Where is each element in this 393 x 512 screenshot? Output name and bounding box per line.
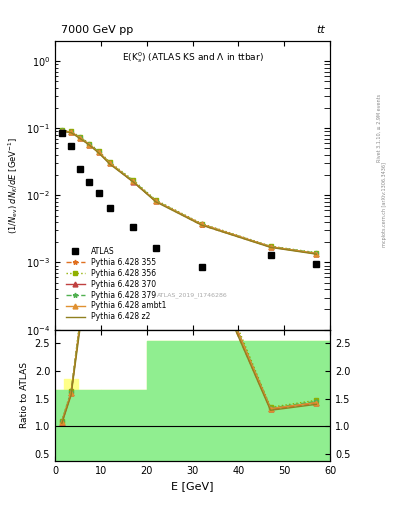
Y-axis label: Ratio to ATLAS: Ratio to ATLAS [20, 362, 29, 428]
Pythia 6.428 ambt1 [130, 178, 135, 184]
Line: Pythia 6.428 355: Pythia 6.428 355 [59, 129, 319, 256]
Pythia 6.428 ambt1 [154, 198, 158, 204]
Pythia 6.428 z2 [60, 129, 64, 135]
Pythia 6.428 370 [96, 149, 101, 155]
Pythia 6.428 z2 [87, 142, 92, 148]
Pythia 6.428 ambt1 [87, 142, 92, 148]
Pythia 6.428 356 [87, 141, 92, 147]
Pythia 6.428 ambt1 [78, 135, 83, 141]
Pythia 6.428 379 [154, 198, 158, 204]
ATLAS [154, 245, 158, 251]
Pythia 6.428 355 [69, 129, 73, 135]
Pythia 6.428 356 [154, 197, 158, 203]
Pythia 6.428 370 [154, 198, 158, 204]
Pythia 6.428 z2 [154, 199, 158, 205]
Line: Pythia 6.428 356: Pythia 6.428 356 [59, 127, 319, 255]
Pythia 6.428 370 [108, 160, 112, 166]
Pythia 6.428 370 [130, 179, 135, 185]
Pythia 6.428 379 [268, 243, 273, 249]
ATLAS [314, 261, 319, 267]
Pythia 6.428 355 [60, 127, 64, 134]
Pythia 6.428 355 [268, 244, 273, 250]
Pythia 6.428 z2 [96, 150, 101, 156]
ATLAS [69, 143, 73, 149]
Pythia 6.428 355 [108, 160, 112, 166]
Pythia 6.428 379 [108, 160, 112, 166]
Pythia 6.428 356 [78, 134, 83, 140]
Pythia 6.428 379 [87, 141, 92, 147]
Text: Rivet 3.1.10, ≥ 2.9M events: Rivet 3.1.10, ≥ 2.9M events [377, 94, 382, 162]
Pythia 6.428 370 [314, 250, 319, 257]
Pythia 6.428 z2 [108, 161, 112, 167]
Pythia 6.428 379 [69, 129, 73, 135]
Pythia 6.428 355 [130, 179, 135, 185]
Pythia 6.428 355 [96, 149, 101, 155]
X-axis label: E [GeV]: E [GeV] [171, 481, 214, 491]
Pythia 6.428 370 [78, 135, 83, 141]
Pythia 6.428 355 [154, 198, 158, 204]
Pythia 6.428 z2 [268, 244, 273, 250]
Pythia 6.428 356 [314, 250, 319, 256]
Text: E(K$_s^0$) (ATLAS KS and $\Lambda$ in ttbar): E(K$_s^0$) (ATLAS KS and $\Lambda$ in tt… [122, 50, 263, 65]
Pythia 6.428 ambt1 [268, 244, 273, 250]
Y-axis label: $(1/N_{\rm ev})\ dN_{K}/dE\ [{\rm GeV}^{-1}]$: $(1/N_{\rm ev})\ dN_{K}/dE\ [{\rm GeV}^{… [7, 137, 20, 234]
Pythia 6.428 ambt1 [199, 221, 204, 227]
Pythia 6.428 z2 [199, 222, 204, 228]
ATLAS [199, 264, 204, 270]
Text: 7000 GeV pp: 7000 GeV pp [61, 25, 133, 35]
ATLAS [60, 130, 64, 136]
Pythia 6.428 355 [314, 251, 319, 257]
Pythia 6.428 356 [130, 177, 135, 183]
Pythia 6.428 ambt1 [96, 149, 101, 155]
Pythia 6.428 ambt1 [108, 160, 112, 166]
Pythia 6.428 ambt1 [60, 127, 64, 134]
Text: mcplots.cern.ch [arXiv:1306.3436]: mcplots.cern.ch [arXiv:1306.3436] [382, 162, 387, 247]
ATLAS [268, 252, 273, 258]
Pythia 6.428 379 [78, 134, 83, 140]
Pythia 6.428 355 [87, 142, 92, 148]
Pythia 6.428 379 [199, 221, 204, 227]
Pythia 6.428 370 [60, 128, 64, 134]
Pythia 6.428 370 [87, 142, 92, 148]
Pythia 6.428 ambt1 [314, 250, 319, 257]
ATLAS [87, 179, 92, 185]
Pythia 6.428 370 [268, 244, 273, 250]
Pythia 6.428 ambt1 [69, 129, 73, 135]
ATLAS [130, 224, 135, 230]
Legend: ATLAS, Pythia 6.428 355, Pythia 6.428 356, Pythia 6.428 370, Pythia 6.428 379, P: ATLAS, Pythia 6.428 355, Pythia 6.428 35… [63, 244, 169, 325]
Line: Pythia 6.428 370: Pythia 6.428 370 [59, 129, 319, 256]
Pythia 6.428 356 [60, 127, 64, 133]
Pythia 6.428 355 [199, 222, 204, 228]
Line: Pythia 6.428 ambt1: Pythia 6.428 ambt1 [59, 129, 319, 256]
Pythia 6.428 356 [69, 129, 73, 135]
Pythia 6.428 379 [130, 178, 135, 184]
Line: Pythia 6.428 379: Pythia 6.428 379 [59, 128, 319, 255]
Pythia 6.428 379 [314, 250, 319, 256]
ATLAS [108, 205, 112, 211]
Line: Pythia 6.428 z2: Pythia 6.428 z2 [62, 132, 316, 254]
Pythia 6.428 356 [108, 159, 112, 165]
Pythia 6.428 z2 [69, 130, 73, 136]
ATLAS [96, 189, 101, 196]
Pythia 6.428 370 [199, 221, 204, 227]
Pythia 6.428 356 [199, 221, 204, 227]
Line: ATLAS: ATLAS [59, 130, 319, 269]
Pythia 6.428 370 [69, 129, 73, 135]
Text: tt: tt [316, 25, 325, 35]
Pythia 6.428 z2 [314, 251, 319, 257]
Pythia 6.428 355 [78, 135, 83, 141]
Pythia 6.428 379 [60, 127, 64, 134]
Pythia 6.428 356 [96, 148, 101, 154]
Pythia 6.428 z2 [78, 136, 83, 142]
Pythia 6.428 379 [96, 148, 101, 155]
Text: ATLAS_2019_I1746286: ATLAS_2019_I1746286 [157, 292, 228, 298]
Pythia 6.428 z2 [130, 179, 135, 185]
ATLAS [78, 165, 83, 172]
Pythia 6.428 356 [268, 243, 273, 249]
